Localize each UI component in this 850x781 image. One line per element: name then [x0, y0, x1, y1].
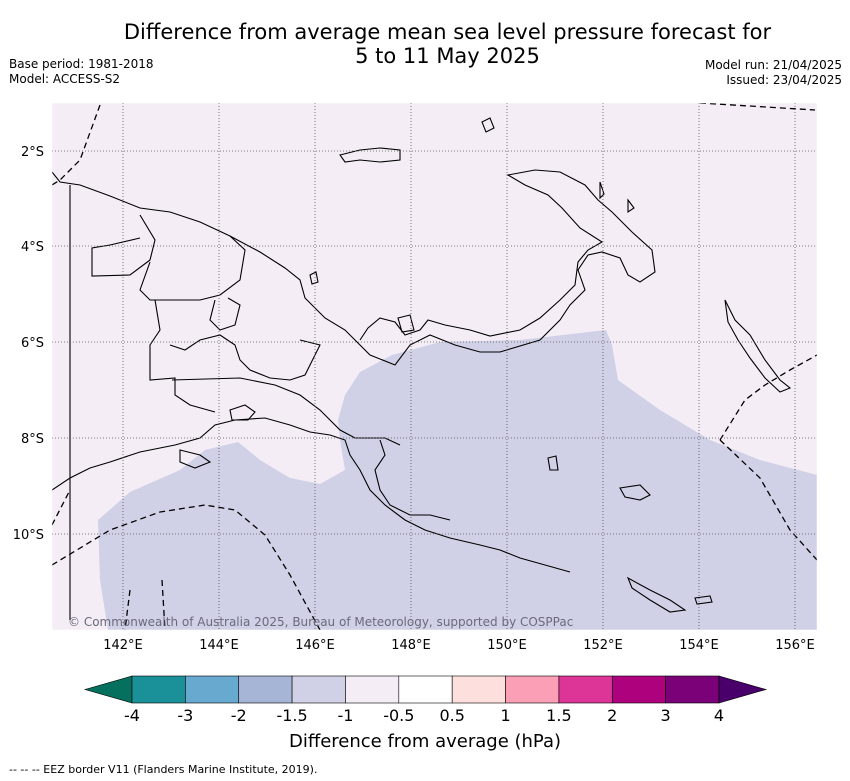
- title-line-2: 5 to 11 May 2025: [355, 44, 540, 68]
- lon-label: 148°E: [391, 638, 431, 653]
- lat-label: 2°S: [21, 145, 44, 160]
- colorbar-tick-label: -4: [124, 706, 140, 725]
- copyright-notice: © Commonwealth of Australia 2025, Bureau…: [68, 615, 573, 629]
- lon-label: 152°E: [583, 638, 623, 653]
- colorbar-tick-label: 0.5: [439, 706, 465, 725]
- colorbar-title: Difference from average (hPa): [288, 731, 562, 752]
- colorbar-tick-label: -1: [337, 706, 354, 725]
- issued-date: Issued: 23/04/2025: [726, 73, 842, 87]
- lon-label: 156°E: [775, 638, 815, 653]
- colorbar-bin: [398, 675, 453, 704]
- colorbar: [83, 675, 768, 704]
- colorbar-tick-label: -1.5: [276, 706, 308, 725]
- title-line-1: Difference from average mean sea level p…: [123, 20, 772, 44]
- meta-right: Model run: 21/04/2025 Issued: 23/04/2025: [705, 58, 842, 88]
- colorbar-extend-high: [718, 675, 768, 704]
- gridlines: [52, 103, 817, 630]
- colorbar-tick-label: 3: [660, 706, 671, 725]
- eez-footnote: -- -- -- EEZ border V11 (Flanders Marine…: [9, 763, 318, 776]
- model-name: Model: ACCESS-S2: [9, 72, 121, 86]
- colorbar-bin: [451, 675, 506, 704]
- colorbar-bin: [185, 675, 240, 704]
- colorbar-tick-label: -3: [177, 706, 194, 725]
- colorbar-tick-label: -2: [230, 706, 247, 725]
- base-period: Base period: 1981-2018: [9, 57, 154, 71]
- lat-label: 6°S: [21, 336, 44, 351]
- colorbar-tick-label: 1: [500, 706, 511, 725]
- map-frame: [51, 102, 818, 631]
- colorbar-tick-label: 1.5: [546, 706, 572, 725]
- colorbar-extend-low: [83, 675, 133, 704]
- lat-label: 8°S: [21, 432, 44, 447]
- meta-left: Base period: 1981-2018 Model: ACCESS-S2: [9, 57, 154, 87]
- colorbar-bin: [505, 675, 560, 704]
- colorbar-bin: [345, 675, 400, 704]
- colorbar-bin: [291, 675, 346, 704]
- colorbar-bin: [131, 675, 186, 704]
- colorbar-bin: [238, 675, 293, 704]
- lat-label: 4°S: [21, 240, 44, 255]
- lon-label: 150°E: [487, 638, 527, 653]
- chart-title: Difference from average mean sea level p…: [90, 20, 805, 68]
- colorbar-bin: [611, 675, 666, 704]
- model-run: Model run: 21/04/2025: [704, 58, 842, 72]
- lon-label: 142°E: [103, 638, 143, 653]
- colorbar-bin: [558, 675, 613, 704]
- eez-borders: [52, 103, 817, 630]
- lat-label: 10°S: [13, 528, 44, 543]
- longitude-labels: 142°E 144°E 146°E 148°E 150°E 152°E 154°E 156°E: [103, 638, 815, 653]
- colorbar-tick-label: -0.5: [383, 706, 415, 725]
- colorbar-tick-label: 4: [713, 706, 725, 725]
- lon-label: 154°E: [679, 638, 719, 653]
- colorbar-bin: [665, 675, 720, 704]
- latitude-labels: 2°S 4°S 6°S 8°S 10°S: [13, 145, 44, 543]
- lon-label: 146°E: [295, 638, 335, 653]
- colorbar-tick-label: 2: [607, 706, 618, 725]
- coastlines: [52, 117, 792, 620]
- lon-label: 144°E: [199, 638, 239, 653]
- anomaly-field-low: [98, 330, 817, 630]
